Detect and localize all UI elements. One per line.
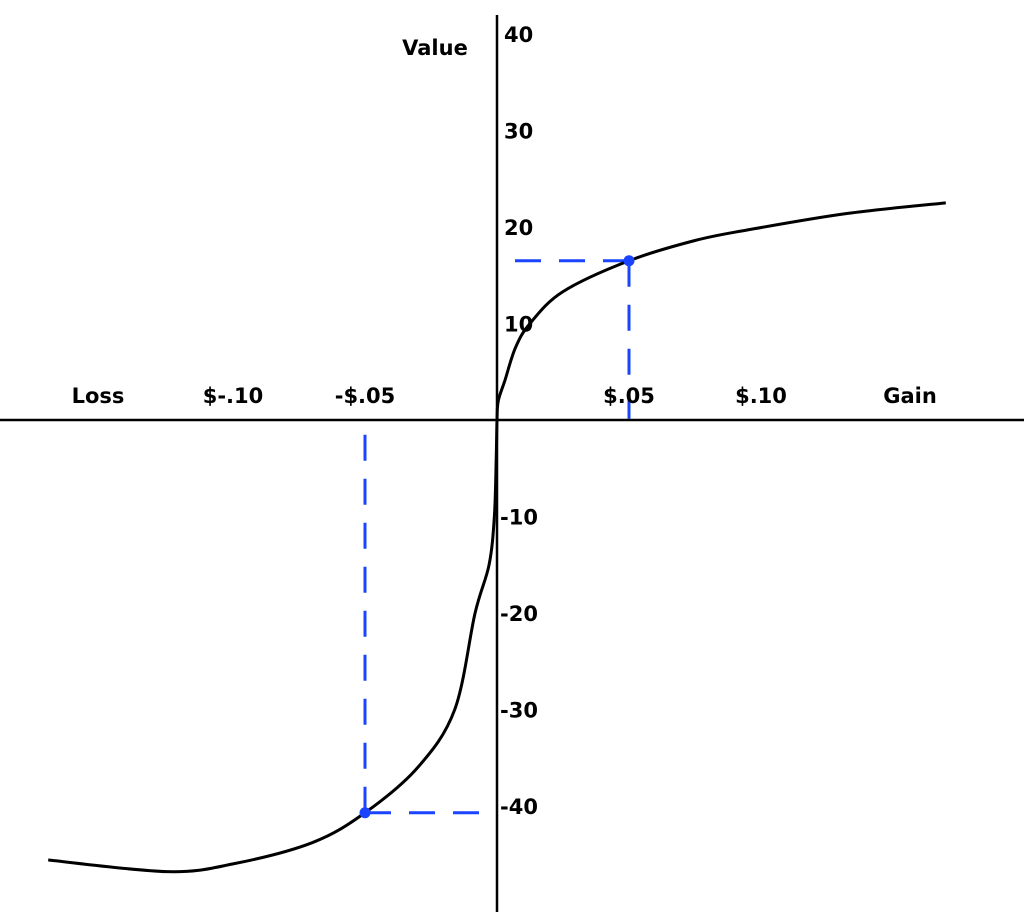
y-tick-label: 10 [504, 313, 533, 337]
y-axis-label: Value [402, 36, 468, 60]
y-tick-label: -10 [500, 506, 538, 530]
y-tick-label: 40 [504, 23, 533, 47]
y-tick-label: -20 [500, 602, 538, 626]
x-axis-gain-label: Gain [883, 384, 937, 408]
highlighted-point [623, 255, 635, 267]
x-tick-label: $-.10 [203, 384, 264, 408]
y-tick-label: -30 [500, 699, 538, 723]
y-tick-label: 20 [504, 216, 533, 240]
value-curve [48, 201, 946, 874]
x-tick-label: -$.05 [335, 384, 396, 408]
y-tick-label: 30 [504, 120, 533, 144]
x-axis-loss-label: Loss [72, 384, 125, 408]
y-tick-label: -40 [500, 795, 538, 819]
highlighted-point [359, 807, 371, 819]
x-tick-label: $.10 [735, 384, 787, 408]
x-tick-label: $.05 [603, 384, 655, 408]
